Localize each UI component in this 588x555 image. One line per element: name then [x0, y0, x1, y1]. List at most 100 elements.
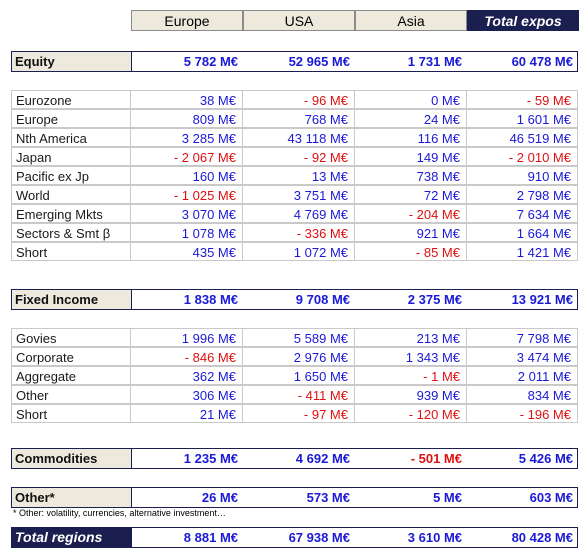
equity-value-cell: - 1 025 M€ — [131, 185, 243, 204]
equity-row-label: Europe — [11, 109, 131, 128]
equity-value-cell: 13 M€ — [243, 166, 355, 185]
fixed-income-value-cell: 5 589 M€ — [243, 328, 355, 347]
equity-value-cell: 3 285 M€ — [131, 128, 243, 147]
equity-value-cell: - 2 067 M€ — [131, 147, 243, 166]
value-cell: 5 782 M€ — [183, 54, 238, 69]
fixed-income-value-cell: 1 343 M€ — [355, 347, 467, 366]
equity-value-cell: - 204 M€ — [355, 204, 467, 223]
value-cell: 3 610 M€ — [407, 530, 462, 545]
equity-value-cell: 0 M€ — [355, 90, 467, 109]
equity-row-label: Eurozone — [11, 90, 131, 109]
commodities-row: Commodities 1 235 M€ 4 692 M€ - 501 M€ 5… — [11, 448, 578, 469]
header-usa: USA — [243, 10, 355, 31]
section-label: Commodities — [12, 449, 132, 468]
equity-value-cell: - 85 M€ — [355, 242, 467, 261]
equity-value-cell: 921 M€ — [355, 223, 467, 242]
value-cell: 1 838 M€ — [183, 292, 238, 307]
equity-value-cell: 24 M€ — [355, 109, 467, 128]
equity-value-cell: - 59 M€ — [467, 90, 578, 109]
section-label: Other* — [12, 488, 132, 507]
equity-value-cell: 2 798 M€ — [467, 185, 578, 204]
equity-row-label: Pacific ex Jp — [11, 166, 131, 185]
fixed-income-detail-table: Govies 1 996 M€ 5 589 M€ 213 M€ 7 798 M€ Corp… — [11, 328, 578, 423]
equity-value-cell: 7 634 M€ — [467, 204, 578, 223]
header-asia: Asia — [355, 10, 467, 31]
fixed-income-value-cell: - 120 M€ — [355, 404, 467, 423]
fixed-income-value-cell: 7 798 M€ — [467, 328, 578, 347]
equity-value-cell: 1 072 M€ — [243, 242, 355, 261]
fixed-income-value-cell: - 196 M€ — [467, 404, 578, 423]
equity-value-cell: 43 118 M€ — [243, 128, 355, 147]
fixed-income-row-label: Corporate — [11, 347, 131, 366]
equity-value-cell: 1 601 M€ — [467, 109, 578, 128]
fixed-income-value-cell: 213 M€ — [355, 328, 467, 347]
equity-summary-row: Equity 5 782 M€ 52 965 M€ 1 731 M€ 60 47… — [11, 51, 578, 72]
equity-value-cell: 116 M€ — [355, 128, 467, 147]
fixed-income-value-cell: - 97 M€ — [243, 404, 355, 423]
value-cell: 4 692 M€ — [295, 451, 350, 466]
section-label: Equity — [12, 52, 132, 71]
value-cell: 13 921 M€ — [511, 292, 573, 307]
equity-row-label: Short — [11, 242, 131, 261]
header-europe: Europe — [131, 10, 243, 31]
footnote: * Other: volatility, currencies, alterna… — [13, 508, 226, 518]
equity-value-cell: 1 421 M€ — [467, 242, 578, 261]
equity-value-cell: - 336 M€ — [243, 223, 355, 242]
fixed-income-value-cell: - 411 M€ — [243, 385, 355, 404]
fixed-income-value-cell: 1 996 M€ — [131, 328, 243, 347]
section-label: Total regions — [12, 528, 132, 547]
equity-value-cell: 738 M€ — [355, 166, 467, 185]
equity-value-cell: 72 M€ — [355, 185, 467, 204]
fixed-income-row-label: Other — [11, 385, 131, 404]
equity-value-cell: 435 M€ — [131, 242, 243, 261]
equity-row-label: Emerging Mkts — [11, 204, 131, 223]
value-cell: 67 938 M€ — [288, 530, 350, 545]
value-cell: 80 428 M€ — [511, 530, 573, 545]
equity-value-cell: 910 M€ — [467, 166, 578, 185]
section-label: Fixed Income — [12, 290, 132, 309]
fixed-income-row-label: Govies — [11, 328, 131, 347]
equity-value-cell: 1 078 M€ — [131, 223, 243, 242]
fixed-income-value-cell: 834 M€ — [467, 385, 578, 404]
fixed-income-value-cell: 3 474 M€ — [467, 347, 578, 366]
fixed-income-summary-row: Fixed Income 1 838 M€ 9 708 M€ 2 375 M€ … — [11, 289, 578, 310]
equity-value-cell: 3 751 M€ — [243, 185, 355, 204]
equity-value-cell: 4 769 M€ — [243, 204, 355, 223]
value-cell: 52 965 M€ — [288, 54, 350, 69]
fixed-income-value-cell: - 846 M€ — [131, 347, 243, 366]
value-cell: 573 M€ — [306, 490, 350, 505]
value-cell: 1 235 M€ — [183, 451, 238, 466]
fixed-income-value-cell: - 1 M€ — [355, 366, 467, 385]
fixed-income-value-cell: 2 011 M€ — [467, 366, 578, 385]
equity-value-cell: 160 M€ — [131, 166, 243, 185]
equity-value-cell: 1 664 M€ — [467, 223, 578, 242]
value-cell: 1 731 M€ — [407, 54, 462, 69]
equity-value-cell: 38 M€ — [131, 90, 243, 109]
column-headers: Europe USA Asia Total expos — [131, 10, 579, 31]
value-cell: 5 426 M€ — [518, 451, 573, 466]
equity-value-cell: - 2 010 M€ — [467, 147, 578, 166]
fixed-income-value-cell: 362 M€ — [131, 366, 243, 385]
fixed-income-row-label: Aggregate — [11, 366, 131, 385]
value-cell: - 501 M€ — [410, 451, 462, 466]
equity-value-cell: 3 070 M€ — [131, 204, 243, 223]
fixed-income-value-cell: 939 M€ — [355, 385, 467, 404]
value-cell: 8 881 M€ — [183, 530, 238, 545]
equity-row-label: World — [11, 185, 131, 204]
equity-value-cell: 809 M€ — [131, 109, 243, 128]
total-regions-row: Total regions 8 881 M€ 67 938 M€ 3 610 M… — [11, 527, 578, 548]
equity-row-label: Nth America — [11, 128, 131, 147]
header-total-expos: Total expos — [467, 10, 579, 31]
equity-detail-table: Eurozone 38 M€ - 96 M€ 0 M€ - 59 M€ Europe 809… — [11, 90, 578, 261]
fixed-income-value-cell: 2 976 M€ — [243, 347, 355, 366]
value-cell: 60 478 M€ — [511, 54, 573, 69]
equity-value-cell: - 92 M€ — [243, 147, 355, 166]
equity-value-cell: 768 M€ — [243, 109, 355, 128]
equity-row-label: Japan — [11, 147, 131, 166]
equity-value-cell: 46 519 M€ — [467, 128, 578, 147]
fixed-income-row-label: Short — [11, 404, 131, 423]
value-cell: 9 708 M€ — [295, 292, 350, 307]
value-cell: 5 M€ — [433, 490, 462, 505]
equity-value-cell: - 96 M€ — [243, 90, 355, 109]
value-cell: 2 375 M€ — [407, 292, 462, 307]
